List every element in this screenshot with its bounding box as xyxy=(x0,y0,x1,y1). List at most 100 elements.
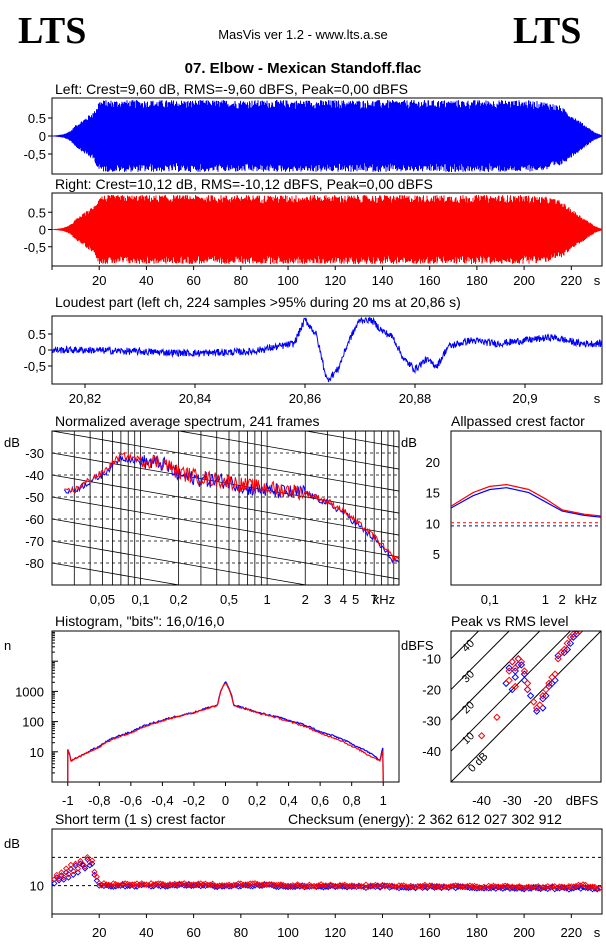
short-term-xtick-label: 220 xyxy=(560,925,582,940)
peak-rms-point-left xyxy=(505,664,513,672)
short-term-point-right xyxy=(169,882,176,889)
peak-rms-point-right xyxy=(572,631,581,635)
short-term-point-right xyxy=(256,881,263,889)
short-term-point-right xyxy=(235,880,242,887)
short-term-point-right xyxy=(183,881,190,888)
short-term-xtick-label: 100 xyxy=(277,925,299,940)
histogram-xtick-label: 0,2 xyxy=(248,793,266,808)
short-term-point-left xyxy=(544,885,551,893)
spectrum-yunit: dB xyxy=(4,435,20,450)
short-term-yunit: dB xyxy=(4,836,20,851)
loudest-xtick-label: s xyxy=(594,391,601,406)
peak-rms-xtick-label: dBFS xyxy=(566,793,599,808)
short-term-point-right xyxy=(528,884,535,891)
short-term-point-right xyxy=(258,881,266,888)
short-term-point-right xyxy=(308,883,315,890)
right-waveform-xtick-label: 60 xyxy=(186,273,200,288)
short-term-point-left xyxy=(261,881,268,889)
short-term-point-right xyxy=(358,883,365,890)
right-waveform-xtick-label: 40 xyxy=(139,273,153,288)
left-waveform-ytick-label: 0 xyxy=(39,129,46,144)
spectrum-xtick-label: 5 xyxy=(352,592,359,607)
short-term-point-left xyxy=(86,862,93,869)
short-term-point-right xyxy=(162,882,169,889)
short-term-point-right xyxy=(72,860,79,867)
peak-rms-point-right xyxy=(523,685,532,694)
short-term-point-right xyxy=(483,884,490,891)
short-term-point-right xyxy=(584,883,591,890)
peak-rms-point-right xyxy=(560,645,568,654)
allpass-ytick-label: 15 xyxy=(426,486,440,501)
right-waveform-xtick-label: 180 xyxy=(466,273,488,288)
short-term-point-right xyxy=(523,884,530,891)
short-term-point-right xyxy=(303,883,311,890)
short-term-point-right xyxy=(405,884,412,891)
short-term-xtick-label: 60 xyxy=(186,925,200,940)
spectrum-ytick-label: -30 xyxy=(25,446,44,461)
short-term-label: Short term (1 s) crest factor xyxy=(55,811,226,827)
short-term-point-right xyxy=(381,883,388,890)
short-term-point-right xyxy=(469,883,476,890)
histogram-ytick-label: 10 xyxy=(30,745,44,760)
short-term-point-left xyxy=(148,883,155,890)
short-term-ytick-label: 10 xyxy=(30,879,44,894)
spectrum-grid xyxy=(52,431,399,755)
loudest-ytick-label: -0,5 xyxy=(24,359,46,374)
short-term-point-left xyxy=(100,882,108,890)
short-term-point-right xyxy=(263,881,270,888)
allpass-yunit: dB xyxy=(401,435,417,450)
short-term-point-right xyxy=(440,883,447,890)
short-term-point-right xyxy=(60,874,67,881)
short-term-point-right xyxy=(74,865,82,872)
peak-rms-point-right xyxy=(523,679,532,688)
spectrum-xtick-label: 3 xyxy=(324,592,331,607)
short-term-point-right xyxy=(393,883,400,891)
allpass-xtick-label: 2 xyxy=(559,592,566,607)
short-term-point-right xyxy=(223,882,230,889)
short-term-point-right xyxy=(360,883,367,890)
short-term-point-right xyxy=(502,882,509,889)
spectrum-series-right xyxy=(64,451,399,562)
short-term-point-left xyxy=(65,874,72,881)
short-term-point-right xyxy=(67,861,75,869)
short-term-point-right xyxy=(417,883,424,890)
right-waveform-xtick-label: 160 xyxy=(419,273,441,288)
spectrum-slope-line xyxy=(52,607,399,667)
short-term-point-left xyxy=(466,884,473,892)
short-term-point-right xyxy=(353,883,360,891)
spectrum-slope-line xyxy=(52,540,309,585)
loudest-xtick-label: 20,82 xyxy=(69,391,102,406)
peak-rms-point-right xyxy=(551,670,559,678)
short-term-point-right xyxy=(119,880,126,887)
allpass-label: Allpassed crest factor xyxy=(451,413,585,429)
short-term-point-right xyxy=(570,883,577,890)
peak-rms-point-left xyxy=(508,658,516,666)
checksum-label: Checksum (energy): 2 362 612 027 302 912 xyxy=(288,811,562,827)
file-title: 07. Elbow - Mexican Standoff.flac xyxy=(184,60,422,77)
histogram-series-right xyxy=(67,682,384,783)
short-term-point-right xyxy=(136,881,143,889)
peak-rms-diag-label: 20 xyxy=(460,699,477,716)
short-term-point-right xyxy=(487,883,495,890)
short-term-point-right xyxy=(51,876,58,883)
spectrum-slope-line xyxy=(52,695,399,755)
short-term-point-right xyxy=(339,882,346,889)
spectrum-xtick-label: 0,5 xyxy=(220,592,238,607)
right-waveform-xtick-label: 120 xyxy=(324,273,346,288)
peak-rms-diagonals xyxy=(451,631,601,782)
short-term-xtick-label: 80 xyxy=(234,925,248,940)
short-term-point-right xyxy=(207,881,214,888)
short-term-point-right xyxy=(275,881,282,888)
short-term-point-right xyxy=(299,882,306,890)
short-term-point-left xyxy=(74,869,82,876)
short-term-point-right xyxy=(195,880,202,887)
short-term-point-right xyxy=(152,880,159,888)
loudest-xtick-label: 20,88 xyxy=(399,391,432,406)
short-term-point-right xyxy=(542,884,549,891)
short-term-point-left xyxy=(258,882,266,889)
allpass-xtick-label: 1 xyxy=(542,592,549,607)
short-term-point-right xyxy=(572,882,580,890)
short-term-point-right xyxy=(433,882,440,890)
short-term-point-right xyxy=(589,883,596,890)
